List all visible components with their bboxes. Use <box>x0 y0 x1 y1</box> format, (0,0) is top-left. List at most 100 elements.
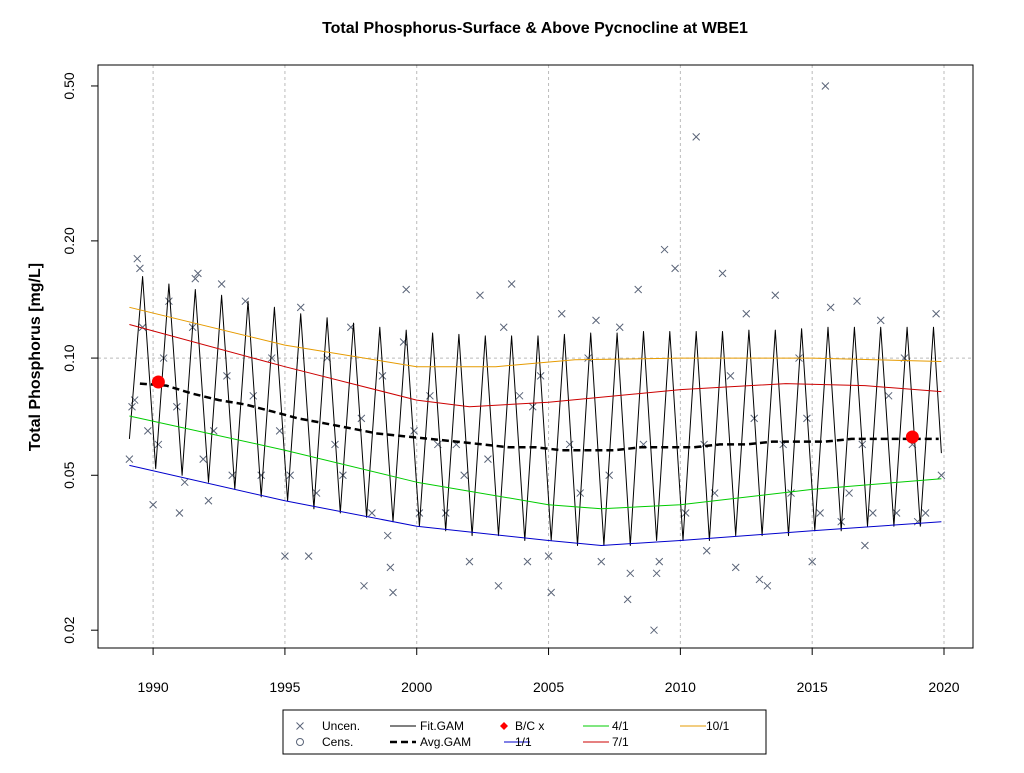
y-tick-label: 0.02 <box>61 616 77 643</box>
series-line <box>129 464 942 546</box>
point <box>921 509 930 517</box>
legend-label: Uncen. <box>322 719 360 733</box>
legend-marker <box>500 722 508 730</box>
point <box>623 595 632 604</box>
point <box>281 552 289 560</box>
point <box>650 626 658 635</box>
point <box>296 738 304 746</box>
point <box>681 509 690 517</box>
x-tick-label: 1995 <box>269 679 300 695</box>
point <box>386 563 395 572</box>
point <box>808 557 817 566</box>
legend-label: Fit.GAM <box>420 719 464 733</box>
point <box>460 471 469 480</box>
legend-label: Avg.GAM <box>420 735 471 749</box>
point <box>312 489 321 497</box>
point <box>136 264 144 273</box>
point <box>692 133 701 141</box>
point <box>267 354 276 362</box>
point <box>378 372 387 380</box>
point <box>304 552 313 560</box>
point <box>892 509 901 517</box>
point <box>528 402 537 411</box>
point <box>191 274 200 283</box>
point <box>576 489 585 497</box>
point <box>702 546 711 555</box>
point <box>209 427 218 435</box>
point <box>868 509 877 517</box>
point <box>175 509 184 517</box>
point <box>389 588 397 597</box>
point <box>149 500 157 509</box>
point <box>402 285 411 294</box>
y-axis-label: Total Phosphorus [mg/L] <box>27 263 44 451</box>
point <box>331 440 339 449</box>
series-line <box>129 415 942 510</box>
point <box>660 245 669 254</box>
point <box>476 291 484 300</box>
point <box>615 323 624 332</box>
point <box>876 316 885 325</box>
point <box>426 391 434 400</box>
point <box>515 391 524 400</box>
point <box>494 581 503 590</box>
point <box>194 269 202 278</box>
point <box>296 303 305 312</box>
point <box>726 372 735 380</box>
point <box>932 309 940 318</box>
point <box>584 354 592 362</box>
point <box>523 557 532 566</box>
point <box>634 285 643 294</box>
point <box>837 517 846 526</box>
point <box>565 440 574 449</box>
point <box>826 303 835 312</box>
x-tick-label: 2000 <box>401 679 432 695</box>
point <box>257 471 266 480</box>
plot-area <box>125 82 946 635</box>
series-line <box>139 382 939 452</box>
point <box>861 541 869 550</box>
point <box>853 297 861 306</box>
point <box>133 254 142 263</box>
point <box>410 427 418 435</box>
chart-title: Total Phosphorus-Surface & Above Pycnocl… <box>322 20 748 37</box>
x-tick-label: 2020 <box>928 679 959 695</box>
y-tick-label: 0.05 <box>61 461 77 488</box>
grid <box>98 65 973 648</box>
point <box>905 430 919 444</box>
point <box>592 316 600 325</box>
point <box>718 269 727 278</box>
legend-label: 7/1 <box>612 735 629 749</box>
point <box>383 531 392 540</box>
series-line <box>129 306 942 368</box>
point <box>368 509 376 517</box>
x-tick-label: 2005 <box>533 679 564 695</box>
point <box>763 581 772 590</box>
point <box>731 563 740 572</box>
point <box>357 414 366 423</box>
point <box>199 455 208 464</box>
legend-label: Cens. <box>322 735 353 749</box>
y-tick-label: 0.10 <box>61 344 77 371</box>
point <box>937 471 946 480</box>
y-tick-label: 0.50 <box>61 72 77 99</box>
point <box>845 489 853 497</box>
point <box>884 391 893 400</box>
point <box>465 557 474 566</box>
point <box>441 509 450 517</box>
series-line <box>128 276 942 546</box>
point <box>154 440 163 449</box>
point <box>507 280 516 288</box>
point <box>125 455 134 464</box>
point <box>138 323 147 332</box>
legend-label: B/C x <box>515 719 544 733</box>
point <box>671 264 679 273</box>
point <box>557 309 566 318</box>
plot-frame <box>97 64 974 649</box>
point <box>803 414 811 423</box>
point <box>286 471 295 480</box>
point <box>547 588 556 597</box>
x-tick-label: 2015 <box>797 679 828 695</box>
point <box>172 402 181 411</box>
point <box>821 82 830 90</box>
